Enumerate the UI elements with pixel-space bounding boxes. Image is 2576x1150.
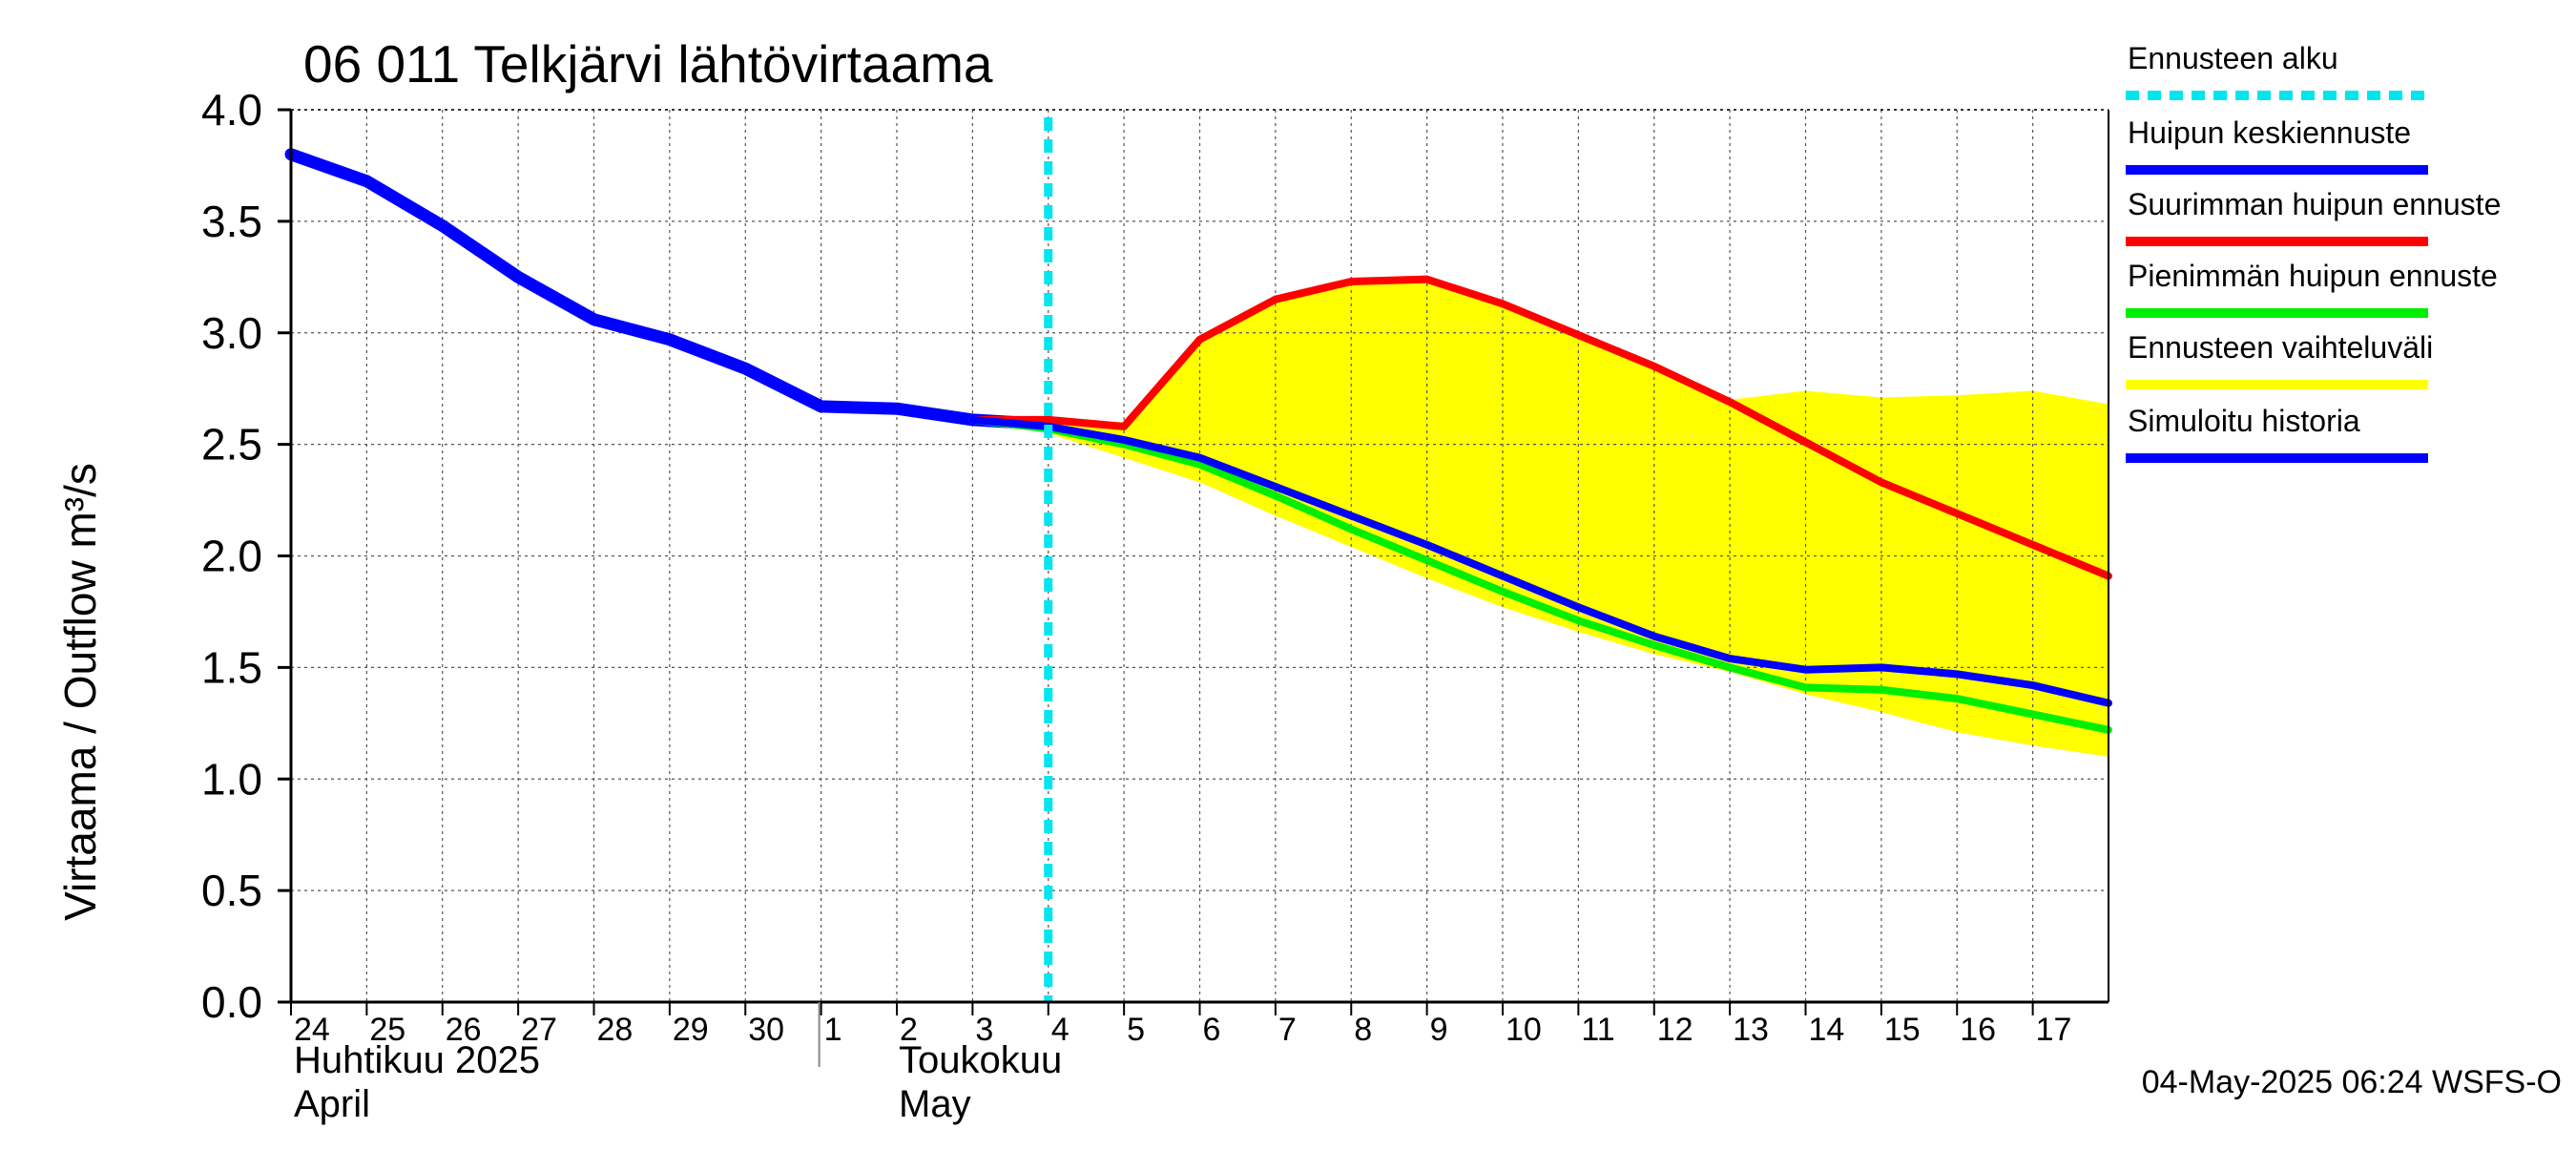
series-line-pienimm-n-huipun-ennuste <box>968 415 2112 734</box>
legend-label: Huipun keskiennuste <box>2128 115 2411 150</box>
x-tick-label: 25 <box>369 1012 405 1048</box>
legend-label: Ennusteen alku <box>2128 41 2338 75</box>
x-tick-label: 14 <box>1809 1012 1845 1048</box>
x-tick-label: 16 <box>1960 1012 1996 1048</box>
y-tick-label: 2.5 <box>201 420 262 470</box>
x-tick-label: 1 <box>824 1012 842 1048</box>
y-tick-label: 1.0 <box>201 754 262 804</box>
legend-label: Simuloitu historia <box>2128 404 2360 438</box>
series-line-huipun-keskiennuste <box>968 415 2112 707</box>
x-tick-label: 15 <box>1884 1012 1921 1048</box>
legend: Ennusteen alku Huipun keskiennuste Suurimm… <box>2126 41 2501 463</box>
y-tick-label: 0.5 <box>201 866 262 915</box>
month-label-may-en: May <box>899 1083 971 1125</box>
x-tick-label: 28 <box>597 1012 634 1048</box>
x-tick-label: 5 <box>1127 1012 1145 1048</box>
x-tick-label: 2 <box>900 1012 918 1048</box>
legend-label: Suurimman huipun ennuste <box>2128 187 2501 221</box>
x-tick-label: 10 <box>1506 1012 1542 1048</box>
legend-label: Pienimmän huipun ennuste <box>2128 259 2498 293</box>
y-tick-label: 2.0 <box>201 532 262 581</box>
legend-label: Ennusteen vaihteluväli <box>2128 330 2433 365</box>
series-line-suurimman-huipun-ennuste <box>968 275 2112 580</box>
y-tick-label: 3.5 <box>201 197 262 246</box>
series-line-simuloitu-historia <box>284 148 1055 431</box>
chart-title: 06 011 Telkjärvi lähtövirtaama <box>303 34 993 94</box>
x-tick-label: 3 <box>975 1012 993 1048</box>
y-tick-label: 1.5 <box>201 642 262 692</box>
x-tick-label: 24 <box>294 1012 330 1048</box>
timestamp-footer: 04-May-2025 06:24 WSFS-O <box>2142 1064 2562 1100</box>
y-axis-label: Virtaama / Outflow m³/s <box>55 463 105 921</box>
month-label-april-fi: Huhtikuu 2025 <box>294 1039 540 1081</box>
x-tick-label: 26 <box>446 1012 482 1048</box>
month-label-may-fi: Toukokuu <box>899 1039 1062 1081</box>
x-tick-label: 12 <box>1657 1012 1693 1048</box>
x-tick-label: 9 <box>1430 1012 1448 1048</box>
plot-area <box>284 109 2112 1003</box>
y-tick-label: 4.0 <box>201 85 262 135</box>
x-tick-label: 29 <box>673 1012 709 1048</box>
y-tick-label: 3.0 <box>201 308 262 358</box>
forecast-range-band <box>1010 279 2109 757</box>
month-label-april-en: April <box>294 1083 370 1125</box>
x-tick-label: 7 <box>1278 1012 1297 1048</box>
x-tick-label: 17 <box>2036 1012 2072 1048</box>
x-tick-label: 8 <box>1354 1012 1372 1048</box>
axes: 0.00.51.01.52.02.53.03.54.024 25 26 27 28 29 3… <box>201 85 2109 1067</box>
x-tick-label: 4 <box>1051 1012 1070 1048</box>
x-tick-label: 27 <box>521 1012 557 1048</box>
y-tick-label: 0.0 <box>201 977 262 1027</box>
x-tick-label: 30 <box>748 1012 784 1048</box>
x-tick-label: 11 <box>1581 1012 1614 1048</box>
x-tick-label: 13 <box>1733 1012 1769 1048</box>
x-tick-label: 6 <box>1203 1012 1221 1048</box>
